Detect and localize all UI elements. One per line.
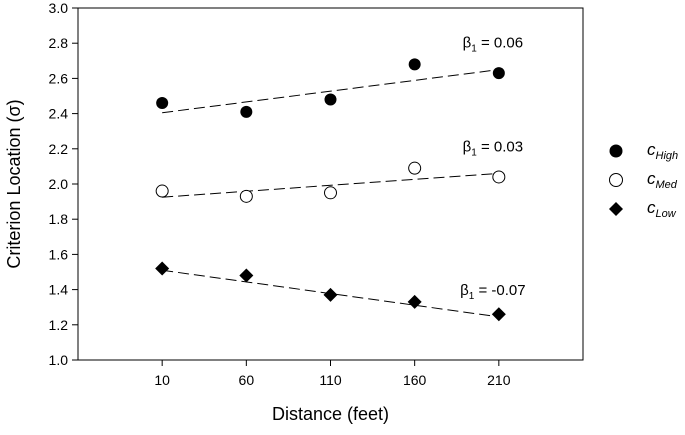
slope-annotation: β1 = 0.03	[463, 138, 524, 158]
slope-annotation: β1 = -0.07	[460, 282, 526, 302]
data-point	[240, 105, 253, 118]
y-axis-title: Criterion Location (σ)	[4, 99, 24, 268]
x-axis-title: Distance (feet)	[272, 404, 389, 424]
data-point	[324, 186, 337, 200]
series-high: β1 = 0.06	[156, 35, 523, 118]
y-tick-label: 3.0	[49, 0, 69, 16]
series-med: β1 = 0.03	[155, 138, 524, 203]
legend-item-low: cLow	[609, 198, 677, 220]
data-point	[156, 97, 169, 110]
data-point	[155, 261, 170, 276]
y-tick-label: 2.0	[49, 176, 69, 192]
plot-marks: β1 = 0.06 β1 = 0.03 β1 = -0.07	[155, 35, 526, 322]
slope-annotation: β1 = 0.06	[463, 35, 524, 55]
data-point	[239, 189, 253, 203]
legend-label: cLow	[647, 198, 677, 220]
x-tick-label: 160	[403, 372, 427, 388]
legend-item-high: cHigh	[609, 140, 678, 162]
x-tick-label: 110	[319, 372, 342, 388]
legend-marker	[609, 144, 623, 158]
y-tick-label: 1.2	[49, 317, 69, 333]
data-point	[407, 294, 422, 309]
data-point	[408, 161, 422, 175]
y-tick-label: 1.6	[49, 246, 69, 262]
series-low: β1 = -0.07	[155, 261, 526, 322]
y-tick-label: 2.6	[49, 70, 69, 86]
x-tick-label: 10	[154, 372, 170, 388]
data-point	[492, 170, 506, 184]
legend-label: cMed	[647, 169, 678, 191]
x-tick-label: 60	[239, 372, 255, 388]
x-tick-label: 210	[487, 372, 511, 388]
legend-item-med: cMed	[609, 169, 678, 191]
y-tick-label: 1.0	[49, 352, 69, 368]
legend-marker	[609, 173, 623, 187]
data-point	[491, 307, 506, 322]
fit-line	[162, 69, 499, 114]
y-tick-label: 2.2	[49, 141, 69, 157]
data-point	[323, 287, 338, 302]
legend-label: cHigh	[647, 140, 678, 162]
y-tick-label: 2.4	[49, 106, 69, 122]
data-point	[155, 184, 169, 198]
data-point	[408, 58, 421, 71]
y-tick-label: 1.8	[49, 211, 69, 227]
fit-line	[162, 172, 499, 198]
data-point	[324, 93, 337, 106]
axes: 1.0 1.2 1.4 1.6 1.8 2.0 2.2 2.4 2.6 2.8 3.0 10 60 110…	[49, 0, 584, 388]
plot-frame	[77, 7, 584, 361]
data-point	[492, 67, 505, 80]
data-point	[239, 268, 254, 283]
legend-marker	[609, 202, 623, 216]
y-tick-label: 1.4	[49, 282, 69, 298]
legend: cHigh cMed cLow	[609, 140, 678, 220]
y-tick-label: 2.8	[49, 35, 69, 51]
